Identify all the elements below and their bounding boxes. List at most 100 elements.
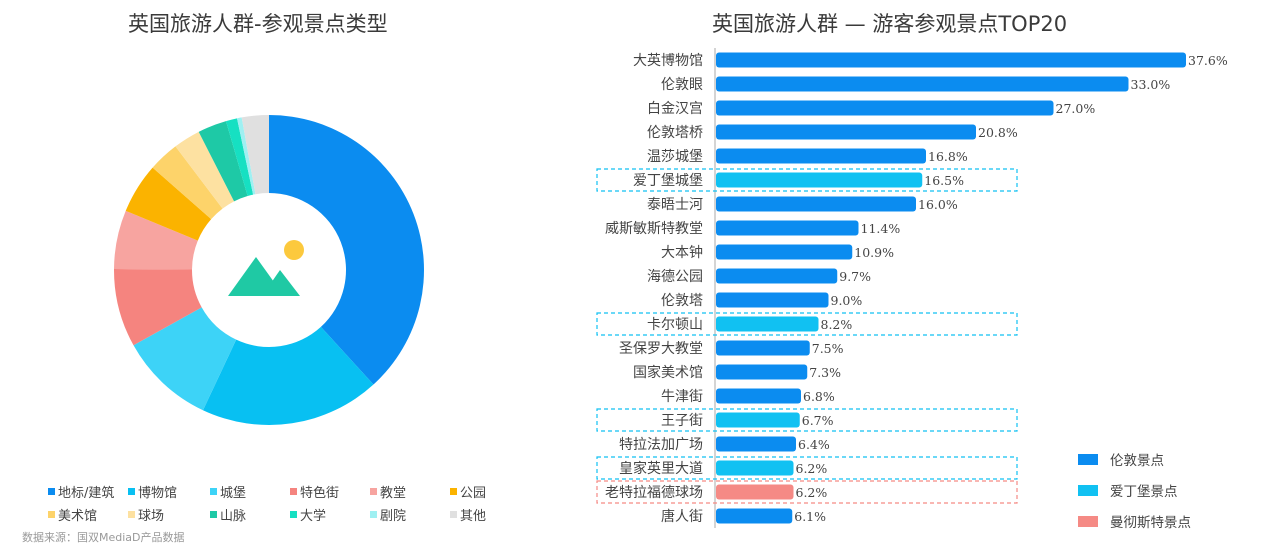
donut-slice xyxy=(175,131,235,209)
legend-swatch xyxy=(450,511,457,518)
category-label: 国家美术馆 xyxy=(633,364,703,381)
category-label: 海德公园 xyxy=(647,269,703,285)
bar xyxy=(716,388,801,404)
legend-item: 球场 xyxy=(128,505,164,524)
legend-label: 大学 xyxy=(300,509,327,524)
category-label: 大英博物馆 xyxy=(633,52,703,69)
legend-item: 公园 xyxy=(450,482,486,501)
donut-slice xyxy=(225,118,254,197)
legend-item: 爱丁堡景点 xyxy=(1078,480,1178,500)
bar-chart-title: 英国旅游人群 — 游客参观景点TOP20 xyxy=(712,12,1068,36)
bar xyxy=(716,292,829,308)
category-label: 卡尔顿山 xyxy=(647,317,703,333)
bar xyxy=(716,76,1129,92)
data-label: 7.3% xyxy=(809,365,841,380)
donut-slice xyxy=(133,307,237,411)
legend-item: 山脉 xyxy=(210,505,246,524)
category-label: 伦敦塔桥 xyxy=(647,125,703,141)
legend-swatch xyxy=(128,488,135,495)
data-label: 10.9% xyxy=(854,245,894,260)
legend-label: 城堡 xyxy=(220,486,247,501)
legend-swatch xyxy=(290,511,297,518)
category-label: 威斯敏斯特教堂 xyxy=(605,221,703,237)
data-label: 6.1% xyxy=(794,509,826,524)
category-label: 大本钟 xyxy=(661,244,703,261)
category-label: 王子街 xyxy=(661,413,703,429)
bar xyxy=(716,196,916,212)
data-source-note: 数据来源：国双MediaD产品数据 xyxy=(22,531,185,544)
donut-slice xyxy=(202,326,374,425)
legend-label: 曼彻斯特景点 xyxy=(1110,515,1191,531)
donut-chart-title: 英国旅游人群-参观景点类型 xyxy=(128,12,388,36)
legend-label: 山脉 xyxy=(220,509,247,524)
donut-chart xyxy=(114,115,424,425)
bar xyxy=(716,244,853,260)
bar xyxy=(716,124,976,140)
bar xyxy=(716,340,810,356)
legend-swatch xyxy=(370,511,377,518)
legend-swatch xyxy=(1078,453,1098,465)
legend-item: 城堡 xyxy=(210,482,246,501)
category-label: 圣保罗大教堂 xyxy=(619,341,703,357)
legend-swatch xyxy=(128,511,135,518)
category-label: 伦敦塔 xyxy=(661,293,703,309)
bar xyxy=(716,436,796,452)
category-label: 特拉法加广场 xyxy=(619,437,703,453)
category-label: 温莎城堡 xyxy=(647,149,703,165)
data-label: 6.8% xyxy=(803,389,835,404)
bar xyxy=(716,148,926,164)
category-label: 白金汉宫 xyxy=(647,101,703,117)
data-label: 7.5% xyxy=(812,341,844,356)
data-label: 16.5% xyxy=(924,173,964,188)
donut-slice xyxy=(237,117,256,195)
category-label: 唐人街 xyxy=(661,508,703,525)
highlight-box xyxy=(596,312,1018,336)
category-label: 皇家英里大道 xyxy=(619,460,703,477)
legend-item: 特色街 xyxy=(290,482,339,501)
bar xyxy=(716,316,819,332)
legend-swatch xyxy=(1078,515,1098,527)
legend-label: 伦敦景点 xyxy=(1110,453,1164,469)
legend-swatch xyxy=(48,488,55,495)
category-label: 爱丁堡城堡 xyxy=(633,173,703,189)
category-label: 泰晤士河 xyxy=(647,197,703,213)
data-label: 9.0% xyxy=(831,293,863,308)
legend-label: 剧院 xyxy=(380,509,407,524)
data-label: 33.0% xyxy=(1131,77,1171,92)
legend-label: 爱丁堡景点 xyxy=(1110,484,1178,500)
legend-swatch xyxy=(48,511,55,518)
donut-slice xyxy=(198,121,248,202)
legend-label: 地标/建筑 xyxy=(58,486,115,501)
legend-swatch xyxy=(1078,484,1098,496)
data-label: 20.8% xyxy=(978,125,1018,140)
legend-label: 美术馆 xyxy=(58,509,98,524)
legend-swatch xyxy=(210,511,217,518)
bar xyxy=(716,460,794,476)
donut-slice xyxy=(114,210,198,270)
highlight-box xyxy=(596,168,1018,192)
data-label: 11.4% xyxy=(861,221,901,236)
bar xyxy=(716,364,808,380)
legend-item: 大学 xyxy=(290,505,326,524)
data-label: 6.7% xyxy=(802,413,834,428)
legend-swatch xyxy=(210,488,217,495)
legend-label: 球场 xyxy=(138,509,165,524)
legend-label: 博物馆 xyxy=(138,486,178,501)
legend-item: 博物馆 xyxy=(128,482,177,501)
highlight-box xyxy=(596,480,1018,504)
legend-label: 其他 xyxy=(460,509,487,524)
legend-item: 其他 xyxy=(450,505,486,524)
bar xyxy=(716,100,1054,116)
legend-swatch xyxy=(370,488,377,495)
bar xyxy=(716,508,793,524)
data-label: 9.7% xyxy=(839,269,871,284)
bar xyxy=(716,412,800,428)
bar xyxy=(716,268,838,284)
legend-swatch xyxy=(290,488,297,495)
legend-swatch xyxy=(450,488,457,495)
donut-slice xyxy=(152,146,223,220)
donut-slice xyxy=(269,115,424,385)
highlight-box xyxy=(596,408,1018,432)
data-label: 8.2% xyxy=(821,317,853,332)
